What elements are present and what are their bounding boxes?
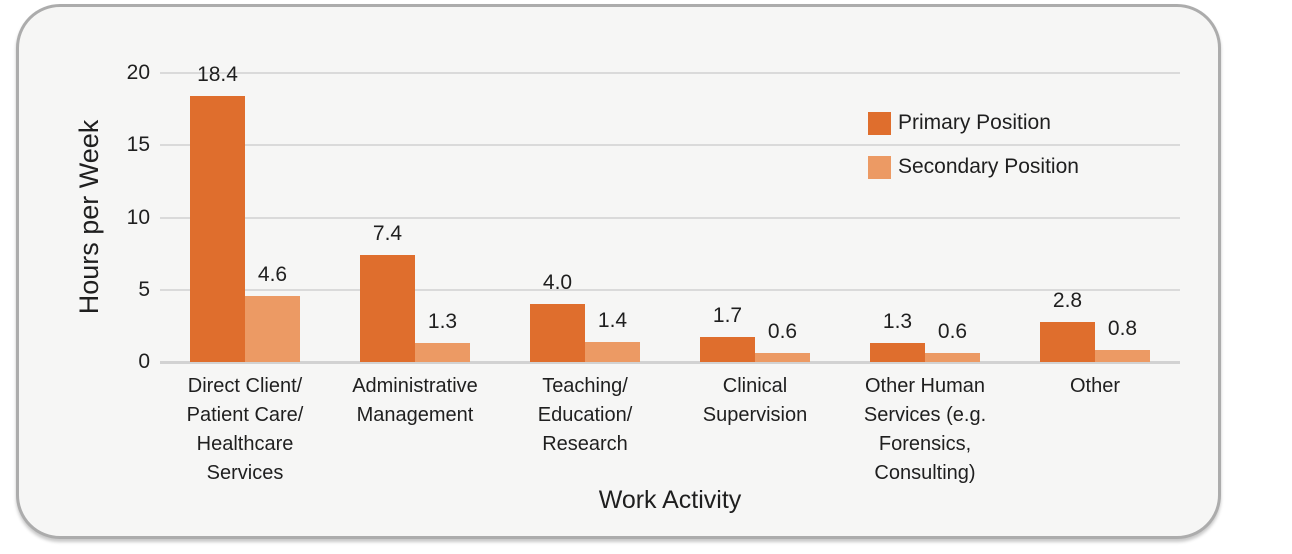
- x-axis-category-label: Other Human Services (e.g. Forensics, Co…: [863, 375, 987, 484]
- bar-value-label: 1.3: [882, 310, 913, 334]
- legend-label-secondary: Secondary Position: [898, 155, 1079, 178]
- x-axis-line: [160, 361, 1180, 364]
- bar-value-label: 4.6: [257, 262, 288, 286]
- bar-secondary: [925, 353, 980, 362]
- bar-secondary: [585, 341, 640, 362]
- bar-value-label: 4.0: [542, 271, 573, 295]
- bar-value-label: 0.8: [1107, 317, 1138, 341]
- y-axis-tick-label: 15: [126, 133, 150, 157]
- bar-value-label: 0.6: [937, 320, 968, 344]
- bar-primary: [360, 255, 415, 362]
- legend-item-secondary: Secondary Position: [868, 154, 1079, 180]
- bar-value-label: 1.4: [597, 308, 628, 332]
- bar-secondary: [415, 343, 470, 362]
- y-axis-tick-label: 10: [126, 205, 150, 229]
- legend-swatch-primary-icon: [868, 111, 891, 135]
- bar-value-label: 1.7: [712, 304, 743, 328]
- bar-secondary: [1095, 350, 1150, 362]
- x-axis-category-label: Other: [1069, 375, 1121, 397]
- bar-secondary: [755, 353, 810, 362]
- bar-value-label: 18.4: [197, 63, 238, 87]
- x-axis-category-label: Administrative Management: [352, 375, 478, 426]
- bar-primary: [1040, 321, 1095, 362]
- bar-value-label: 2.8: [1052, 288, 1083, 312]
- bar-secondary: [245, 295, 300, 362]
- x-axis-title: Work Activity: [598, 486, 742, 514]
- y-axis-tick-label: 0: [138, 350, 150, 373]
- y-axis-title: Hours per Week: [74, 119, 104, 315]
- legend-swatch-secondary-icon: [868, 155, 891, 179]
- gridline: [160, 144, 1180, 147]
- legend-item-primary: Primary Position: [868, 110, 1079, 136]
- x-axis-category-label: Teaching/ Education/ Research: [537, 375, 633, 455]
- bar-primary: [190, 96, 245, 362]
- bar-primary: [700, 337, 755, 362]
- bar-value-label: 1.3: [427, 310, 458, 334]
- legend-label-primary: Primary Position: [898, 111, 1051, 134]
- gridline: [160, 72, 1180, 74]
- x-axis-category-label: Direct Client/ Patient Care/ Healthcare …: [186, 375, 304, 484]
- legend: Primary Position Secondary Position: [868, 110, 1079, 198]
- gridline: [160, 216, 1180, 219]
- bar-value-label: 0.6: [767, 320, 798, 344]
- bar-primary: [530, 304, 585, 362]
- x-axis-category-label: Clinical Supervision: [702, 375, 808, 426]
- bar-primary: [870, 343, 925, 362]
- y-axis-tick-label: 20: [126, 61, 150, 84]
- gridline: [160, 288, 1180, 291]
- bar-value-label: 7.4: [372, 222, 403, 246]
- y-axis-tick-label: 5: [138, 277, 150, 301]
